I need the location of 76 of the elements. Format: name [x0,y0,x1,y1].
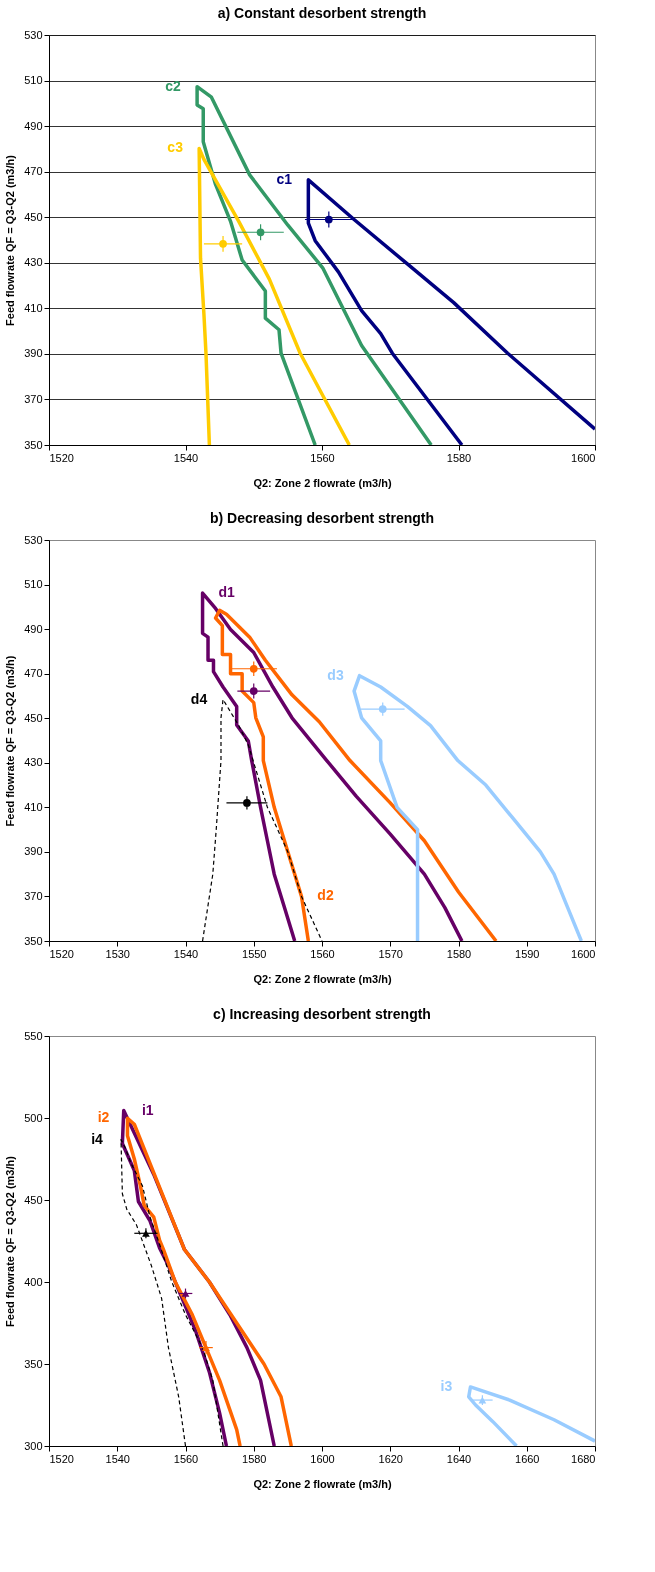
y-tick-label: 350 [24,934,43,947]
x-tick-label: 1660 [515,1452,540,1465]
series-label: i4 [91,1130,104,1147]
y-tick-label: 450 [24,210,43,223]
x-tick-label: 1540 [173,451,199,464]
x-tick-label: 1680 [571,1452,596,1465]
series-label: d1 [218,584,235,601]
line-series [352,673,584,941]
series-label: i2 [97,1109,110,1126]
chart-title: b) Decreasing desorbent strength [209,510,435,526]
y-tick-label: 370 [24,392,43,405]
x-tick-label: 1560 [173,1452,199,1465]
line-series [125,1116,294,1446]
series-label: i3 [440,1377,453,1394]
y-tick-label: 530 [24,28,43,41]
series-label: d4 [190,690,208,707]
x-tick-label: 1580 [242,1452,267,1465]
x-axis-title: Q2: Zone 2 flowrate (m3/h) [253,972,392,985]
x-tick-label: 1520 [49,451,74,464]
x-tick-label: 1520 [49,947,74,960]
y-tick-label: 350 [24,438,43,451]
chart-title: c) Increasing desorbent strength [213,1006,431,1022]
y-tick-label: 390 [24,845,43,858]
x-tick-label: 1540 [105,1452,130,1465]
y-tick-label: 510 [24,74,43,87]
y-tick-label: 430 [24,756,43,769]
chart-title: a) Constant desorbent strength [217,5,427,21]
y-tick-label: 530 [24,533,43,546]
line-series [213,608,498,941]
y-axis-title: Feed flowrate QF = Q3-Q2 (m3/h) [4,1155,17,1327]
y-tick-label: 510 [24,578,43,591]
y-tick-label: 490 [24,119,43,132]
y-tick-label: 470 [24,165,43,178]
x-tick-label: 1570 [378,947,403,960]
x-tick-label: 1600 [310,1452,335,1465]
y-tick-label: 390 [24,347,43,360]
y-tick-label: 500 [24,1111,43,1124]
y-tick-label: 410 [24,301,43,314]
series-label: d3 [327,666,344,683]
y-tick-label: 300 [24,1439,43,1452]
x-tick-label: 1640 [446,1452,472,1465]
line-series [306,178,595,445]
y-tick-label: 410 [24,800,43,813]
line-series [466,1385,595,1446]
y-tick-label: 370 [24,889,43,902]
y-tick-label: 350 [24,1357,43,1370]
x-tick-label: 1580 [446,947,472,960]
x-tick-label: 1560 [310,451,335,464]
y-tick-label: 470 [24,667,43,680]
y-tick-label: 450 [24,1193,43,1206]
y-tick-label: 490 [24,622,43,635]
series-label: i1 [141,1101,154,1118]
x-tick-label: 1600 [571,947,596,960]
x-axis-title: Q2: Zone 2 flowrate (m3/h) [253,476,392,489]
y-tick-label: 430 [24,256,43,269]
x-tick-label: 1590 [515,947,540,960]
series-label: c3 [167,139,184,156]
y-tick-label: 550 [24,1029,43,1042]
x-tick-label: 1530 [105,947,130,960]
line-series [195,84,433,445]
series-label: d2 [317,887,334,904]
x-tick-label: 1520 [49,1452,74,1465]
series-label: c2 [165,77,182,94]
series-label: c1 [276,170,293,187]
line-series [197,146,352,445]
x-tick-label: 1620 [378,1452,403,1465]
y-tick-label: 450 [24,711,43,724]
y-axis-title: Feed flowrate QF = Q3-Q2 (m3/h) [4,655,17,827]
y-tick-label: 400 [24,1275,43,1288]
x-tick-label: 1560 [310,947,335,960]
x-tick-label: 1600 [571,451,596,464]
x-tick-label: 1550 [242,947,267,960]
y-axis-title: Feed flowrate QF = Q3-Q2 (m3/h) [4,154,17,326]
x-tick-label: 1540 [173,947,199,960]
x-tick-label: 1580 [446,451,472,464]
x-axis-title: Q2: Zone 2 flowrate (m3/h) [253,1477,392,1490]
